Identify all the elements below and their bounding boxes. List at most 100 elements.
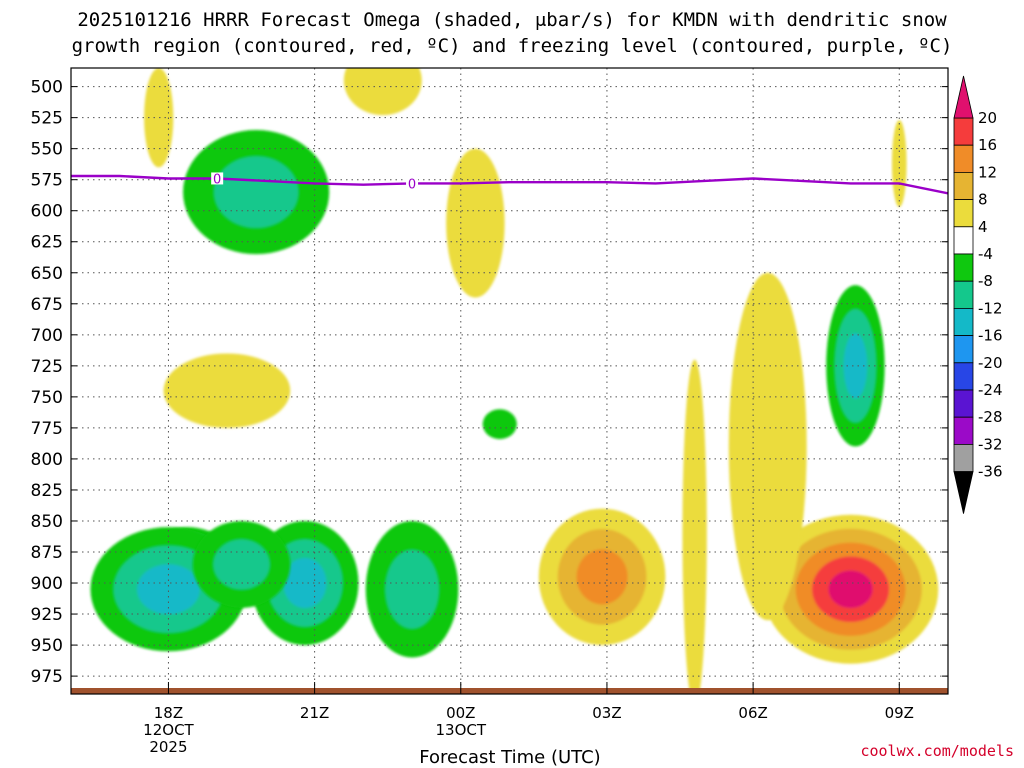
omega-cell-17-level-4	[144, 68, 174, 168]
ytick-label-775: 775	[31, 419, 63, 439]
omega-cell-11-level-12	[576, 549, 628, 605]
colorbar-label--12: -12	[978, 299, 1003, 317]
omega-cell-10-level--12	[843, 333, 868, 399]
ytick-label-825: 825	[31, 481, 63, 501]
omega-cell-12-level-20	[828, 570, 873, 609]
colorbar-band--4_4	[953, 226, 974, 255]
omega-cell-13-level-4	[446, 148, 505, 298]
freezing-label-bg-0	[211, 172, 224, 185]
chart-title-line-1: 2025101216 HRRR Forecast Omega (shaded, …	[77, 9, 947, 31]
omega-cell-8	[482, 409, 517, 440]
omega-cell-6	[365, 520, 459, 658]
ytick-label-550: 550	[31, 140, 63, 160]
colorbar-label--16: -16	[978, 327, 1003, 345]
colorbar-band-8_12	[953, 171, 974, 200]
omega-cell-19	[891, 120, 907, 207]
omega-cell-15	[728, 272, 807, 621]
xtick-label-12-0: 06Z	[738, 704, 767, 722]
omega-cell-16-level-4	[682, 359, 707, 691]
xtick-label-15-0: 09Z	[885, 704, 914, 722]
colorbar-band--24_-20	[953, 362, 974, 391]
ytick-label-650: 650	[31, 264, 63, 284]
freezing-label-0: 0	[213, 172, 221, 187]
colorbar-label-20: 20	[978, 109, 997, 127]
colorbar-band-16_20	[953, 117, 974, 146]
ytick-label-500: 500	[31, 78, 63, 98]
xtick-label-6-0: 00Z	[446, 704, 475, 722]
omega-cell-16	[682, 359, 707, 691]
colorbar-band--28_-24	[953, 389, 974, 418]
plot-frame	[70, 67, 949, 695]
omega-cell-8-level--4	[482, 409, 517, 440]
omega-cell-18	[343, 68, 422, 116]
xtick-label-0-0: 18Z	[154, 704, 183, 722]
chart-title-line-2: growth region (contoured, red, ºC) and f…	[72, 35, 953, 57]
xtick-label-9-0: 03Z	[592, 704, 621, 722]
ytick-label-725: 725	[31, 357, 63, 377]
colorbar-top-arrow	[953, 75, 974, 119]
omega-cell-4	[192, 520, 291, 608]
omega-cell-3-level--12	[283, 558, 327, 609]
ytick-label-600: 600	[31, 202, 63, 222]
ytick-label-525: 525	[31, 109, 63, 129]
colorbar-label-16: 16	[978, 136, 997, 154]
xtick-label-0-2: 2025	[149, 738, 187, 756]
colorbar-label-12: 12	[978, 163, 997, 181]
colorbar-band--20_-16	[953, 335, 974, 364]
freezing-label-1: 0	[408, 177, 416, 192]
y-axis-ticks: 500 525 550 575 600 625 650 675 700 725 750 775 800 8…	[31, 78, 948, 687]
colorbar-label--32: -32	[978, 435, 1003, 453]
ytick-label-675: 675	[31, 295, 63, 315]
omega-cell-15-level-4	[728, 272, 807, 621]
colorbar-label--36: -36	[978, 463, 1003, 481]
ytick-label-700: 700	[31, 326, 63, 346]
freezing-label-bg-1	[406, 177, 419, 190]
colorbar-band-4_8	[953, 199, 974, 228]
colorbar-band--16_-12	[953, 307, 974, 336]
omega-cell-10	[826, 285, 885, 447]
colorbar-band--8_-4	[953, 253, 974, 282]
omega-cell-14-level-4	[163, 353, 291, 428]
omega-cell-14	[163, 353, 291, 428]
ytick-label-875: 875	[31, 543, 63, 563]
xtick-label-3-0: 21Z	[300, 704, 329, 722]
colorbar-band-12_16	[953, 144, 974, 173]
ytick-label-575: 575	[31, 171, 63, 191]
omega-cell-18-level-4	[343, 68, 422, 116]
ytick-label-900: 900	[31, 574, 63, 594]
colorbar-band--12_-8	[953, 280, 974, 309]
xtick-label-0-1: 12OCT	[143, 721, 194, 739]
colorbar-label-4: 4	[978, 218, 988, 236]
ytick-label-925: 925	[31, 605, 63, 625]
colorbar-label--20: -20	[978, 354, 1003, 372]
colorbar-band--36_-32	[953, 443, 974, 472]
colorbar-label--4: -4	[978, 245, 993, 263]
ytick-label-800: 800	[31, 450, 63, 470]
omega-cell-1-level--12	[137, 564, 200, 615]
colorbar: 20 16 12 8 4 -4 -8 -12 -16 -20 -24 -28 -32 -36	[953, 75, 1003, 514]
colorbar-bottom-arrow	[953, 471, 974, 514]
omega-cell-12	[762, 514, 939, 664]
omega-cell-11	[538, 508, 666, 646]
ytick-label-850: 850	[31, 512, 63, 532]
omega-cell-7-level--8	[214, 156, 299, 228]
ground-surface-bar	[71, 688, 948, 694]
xtick-label-6-1: 13OCT	[436, 721, 487, 739]
colorbar-label-8: 8	[978, 191, 988, 209]
omega-cell-19-level-4	[891, 120, 907, 207]
ytick-label-950: 950	[31, 636, 63, 656]
credit-link[interactable]: coolwx.com/models	[860, 742, 1014, 760]
x-axis-label: Forecast Time (UTC)	[419, 747, 600, 768]
colorbar-label--28: -28	[978, 408, 1003, 426]
colorbar-label--24: -24	[978, 381, 1003, 399]
ytick-label-975: 975	[31, 667, 63, 687]
ytick-label-625: 625	[31, 233, 63, 253]
colorbar-label--8: -8	[978, 272, 993, 290]
omega-cell-7	[183, 130, 330, 255]
colorbar-band--32_-28	[953, 416, 974, 445]
omega-cell-13	[446, 148, 505, 298]
ytick-label-750: 750	[31, 388, 63, 408]
omega-shading	[90, 68, 939, 691]
